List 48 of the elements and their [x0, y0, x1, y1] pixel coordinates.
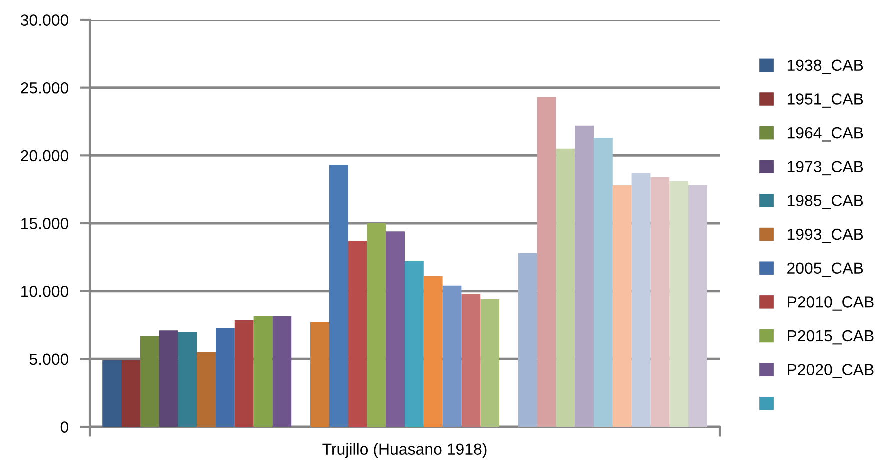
y-tick-label: 30.000 — [20, 14, 69, 26]
legend-label: 1964_CAB — [788, 127, 864, 142]
bar — [650, 177, 670, 427]
bar — [575, 126, 594, 427]
legend-label: P2010_CAB — [788, 296, 874, 311]
legend-label: 1973_CAB — [788, 161, 864, 176]
bar — [405, 261, 424, 427]
legend-label: P2020_CAB — [788, 364, 874, 378]
bar — [670, 181, 688, 427]
y-tick-label: 10.000 — [22, 286, 69, 298]
bar — [442, 286, 462, 427]
legend-label: P2015_CAB — [788, 330, 874, 345]
bar — [310, 322, 330, 427]
legend-label: 1938_CAB — [788, 60, 864, 74]
bar — [462, 294, 481, 427]
bar — [178, 332, 198, 427]
bar — [140, 336, 160, 427]
bar — [424, 276, 443, 427]
bar — [480, 299, 500, 427]
y-tick-label: 25.000 — [21, 82, 69, 94]
legend-label: 1993_CAB — [788, 228, 864, 244]
y-tick-label: 5.000 — [30, 354, 69, 366]
bar — [159, 330, 178, 427]
bar — [329, 165, 348, 427]
bar — [197, 352, 216, 427]
bar — [556, 148, 576, 427]
legend-label: 1951_CAB — [788, 94, 864, 108]
bar — [367, 224, 386, 427]
legend-label: 2005_CAB — [788, 262, 864, 278]
y-tick-label: 0 — [60, 422, 69, 433]
bar — [122, 360, 140, 427]
y-tick-label: 20.000 — [21, 150, 69, 162]
bar — [102, 360, 122, 427]
bar — [216, 328, 235, 427]
bar — [594, 138, 613, 427]
bar — [537, 97, 556, 427]
x-tick-label: Trujillo (Huasano 1918) — [322, 443, 487, 458]
y-tick-label: 15.000 — [22, 218, 69, 230]
bar — [348, 241, 368, 427]
bar — [612, 186, 632, 427]
bar — [688, 186, 708, 427]
bar — [234, 320, 254, 427]
bar — [272, 316, 292, 427]
bar — [632, 173, 651, 427]
legend-label: 1985_CAB — [788, 195, 864, 210]
bar — [518, 253, 538, 427]
bar — [386, 232, 405, 427]
bar — [254, 316, 273, 427]
